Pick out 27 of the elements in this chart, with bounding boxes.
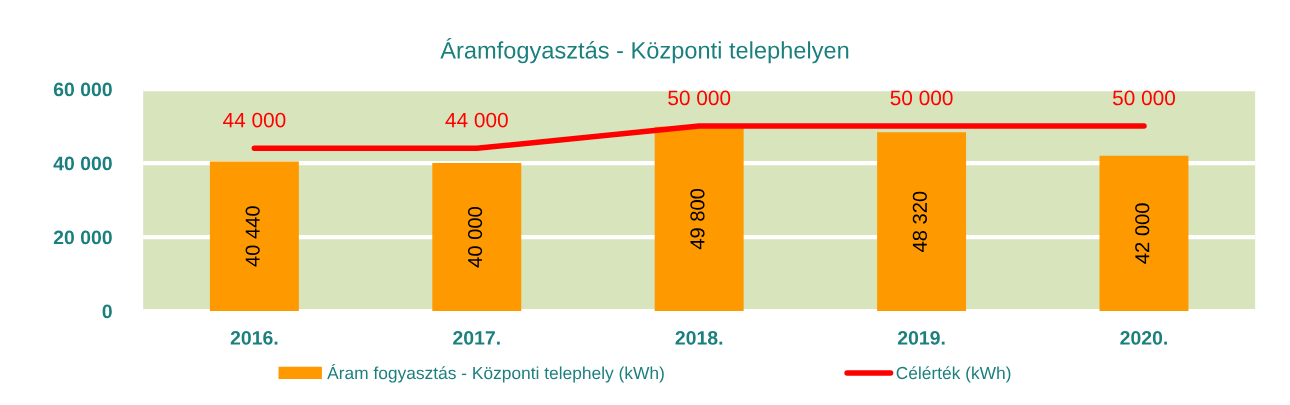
- bar: [432, 163, 522, 312]
- bar: [654, 126, 744, 312]
- legend-label: Célérték (kWh): [896, 366, 1011, 383]
- x-tick-label: 2017.: [453, 331, 500, 345]
- bar: [1099, 155, 1189, 312]
- x-tick-label: 2018.: [675, 331, 723, 345]
- data-label: 50 000: [1112, 90, 1176, 106]
- data-label: 48 320: [912, 191, 927, 252]
- data-label: 40 000: [467, 207, 483, 268]
- data-label: 44 000: [223, 112, 286, 128]
- bar: [877, 132, 967, 312]
- bar: [209, 161, 299, 312]
- data-label: 50 000: [890, 90, 953, 106]
- data-label: 49 800: [690, 188, 705, 250]
- y-tick-label: 20 000: [53, 230, 112, 245]
- y-tick-label: 0: [102, 304, 112, 319]
- x-tick-label: 2020.: [1120, 331, 1167, 345]
- x-tick-label: 2016.: [230, 331, 278, 345]
- data-label: 50 000: [668, 90, 731, 106]
- x-tick-label: 2019.: [897, 331, 945, 345]
- chart-title: Áramfogyasztás - Központi telephelyen: [440, 37, 849, 64]
- data-label: 44 000: [445, 112, 508, 128]
- data-label: 40 440: [245, 206, 260, 267]
- legend-label: Áram fogyasztás - Központi telephely (kWh): [327, 363, 664, 383]
- y-tick-label: 60 000: [53, 82, 112, 97]
- data-label: 42 000: [1135, 203, 1150, 264]
- y-tick-label: 40 000: [53, 156, 112, 171]
